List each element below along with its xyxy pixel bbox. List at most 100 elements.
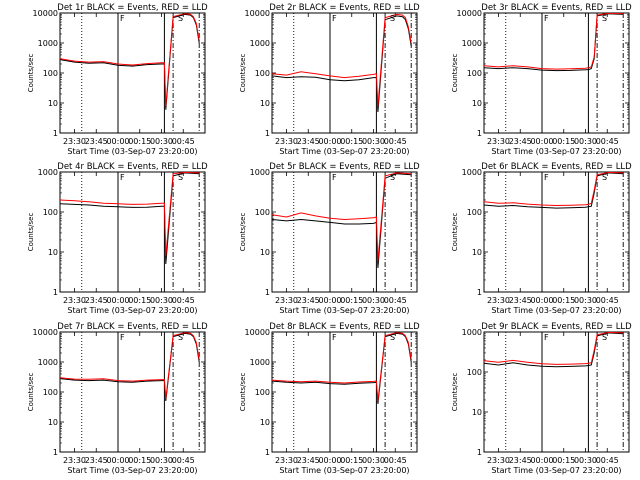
chart-title: Det 6r BLACK = Events, RED = LLD [481, 162, 632, 172]
marker-label: S [178, 173, 183, 182]
x-tick-label: 00:00 [530, 456, 553, 465]
y-tick-label: 10000 [245, 328, 270, 337]
chart-panel: Det 1r BLACK = Events, RED = LLD 1 10 100 10… [27, 3, 208, 156]
plot-area [272, 13, 412, 133]
y-axis-title: Counts/sec [239, 54, 247, 93]
y-tick-label: 1 [265, 129, 270, 138]
chart-panel: Det 8r BLACK = Events, RED = LLD 1 10 100 10… [239, 322, 420, 475]
y-tick-label: 1 [477, 288, 482, 297]
y-axis-title: Counts/sec [239, 373, 247, 412]
x-tick-label: 00:15 [128, 456, 151, 465]
chart-panel: Det 2r BLACK = Events, RED = LLD 1 10 100 10… [239, 3, 420, 156]
x-tick-label: 00:15 [340, 137, 363, 146]
x-tick-label: 00:15 [340, 296, 363, 305]
x-tick-label: 00:15 [340, 456, 363, 465]
marker-label: S [390, 14, 395, 23]
y-tick-label: 1000 [462, 168, 482, 177]
x-tick-label: 23:30 [275, 456, 298, 465]
x-tick-label: 00:15 [552, 456, 575, 465]
plot-area [60, 13, 200, 133]
plot-area [484, 172, 624, 292]
x-tick-label: 23:45 [85, 137, 108, 146]
x-tick-label: 00:15 [128, 137, 151, 146]
y-tick-label: 1000 [38, 358, 58, 367]
x-tick-label: 23:45 [297, 456, 320, 465]
marker-label: F [332, 173, 337, 182]
series-line-lld [272, 172, 412, 261]
y-axis-title: Counts/sec [451, 213, 459, 252]
y-tick-label: 100 [255, 388, 270, 397]
chart-title: Det 2r BLACK = Events, RED = LLD [269, 3, 420, 13]
series-line-lld [60, 172, 200, 256]
y-tick-label: 1000 [462, 39, 482, 48]
y-axis-title: Counts/sec [27, 373, 35, 412]
x-tick-label: 00:00 [530, 296, 553, 305]
x-tick-label: 00:45 [596, 456, 619, 465]
x-tick-label: 00:45 [596, 137, 619, 146]
plot-frame [483, 171, 630, 293]
x-tick-label: 00:30 [150, 456, 173, 465]
series-line-lld [484, 13, 624, 70]
y-tick-label: 10 [472, 99, 482, 108]
chart-title: Det 5r BLACK = Events, RED = LLD [269, 162, 420, 172]
plot-frame [59, 171, 206, 293]
x-tick-label: 00:30 [362, 137, 385, 146]
series-line-lld [60, 13, 200, 106]
y-tick-label: 100 [43, 388, 58, 397]
chart-panel: Det 5r BLACK = Events, RED = LLD 1 10 100 10… [239, 162, 420, 315]
x-tick-label: 00:45 [384, 456, 407, 465]
y-tick-label: 10000 [33, 328, 58, 337]
y-tick-label: 1 [265, 288, 270, 297]
series-line-lld [272, 332, 412, 402]
x-axis-title: Start Time (03-Sep-07 23:20:00) [491, 306, 621, 315]
y-axis-title: Counts/sec [27, 213, 35, 252]
x-tick-label: 00:00 [106, 456, 129, 465]
x-tick-label: 23:45 [85, 456, 108, 465]
y-tick-label: 10 [260, 248, 270, 257]
x-tick-label: 00:00 [106, 137, 129, 146]
x-tick-label: 00:45 [596, 296, 619, 305]
series-line-events [272, 332, 412, 404]
x-tick-label: 23:30 [63, 137, 86, 146]
x-tick-label: 23:30 [487, 296, 510, 305]
x-tick-label: 23:30 [275, 137, 298, 146]
x-tick-label: 00:30 [150, 296, 173, 305]
marker-label: S [602, 173, 607, 182]
series-line-events [272, 173, 412, 268]
chart-title: Det 7r BLACK = Events, RED = LLD [57, 322, 208, 332]
x-tick-label: 00:15 [552, 137, 575, 146]
chart-title: Det 3r BLACK = Events, RED = LLD [481, 3, 632, 13]
x-axis-title: Start Time (03-Sep-07 23:20:00) [279, 147, 409, 156]
x-tick-label: 00:15 [552, 296, 575, 305]
series-line-lld [60, 332, 200, 399]
x-tick-label: 00:00 [106, 296, 129, 305]
y-axis-title: Counts/sec [27, 54, 35, 93]
series-line-lld [484, 172, 624, 207]
y-tick-label: 10000 [457, 9, 482, 18]
x-tick-label: 00:00 [318, 456, 341, 465]
x-tick-label: 23:45 [297, 296, 320, 305]
series-line-events [60, 172, 200, 265]
y-tick-label: 1000 [38, 39, 58, 48]
plot-area [60, 332, 200, 452]
marker-label: F [544, 333, 549, 342]
y-tick-label: 10 [48, 99, 58, 108]
y-tick-label: 10 [48, 418, 58, 427]
x-axis-title: Start Time (03-Sep-07 23:20:00) [67, 306, 197, 315]
series-line-events [60, 332, 200, 402]
marker-label: S [178, 14, 183, 23]
x-tick-label: 00:30 [574, 137, 597, 146]
x-tick-label: 23:30 [63, 296, 86, 305]
x-tick-label: 23:30 [63, 456, 86, 465]
x-tick-label: 23:45 [509, 296, 532, 305]
x-axis-title: Start Time (03-Sep-07 23:20:00) [279, 466, 409, 475]
y-tick-label: 100 [467, 69, 482, 78]
y-tick-label: 1 [265, 448, 270, 457]
chart-panel: Det 9r BLACK = Events, RED = LLD 1 10 100 10… [451, 322, 632, 475]
y-tick-label: 10 [472, 408, 482, 417]
marker-label: F [544, 14, 549, 23]
x-tick-label: 00:30 [574, 456, 597, 465]
x-tick-label: 00:45 [172, 296, 195, 305]
y-axis-title: Counts/sec [451, 54, 459, 93]
x-tick-label: 00:45 [384, 137, 407, 146]
